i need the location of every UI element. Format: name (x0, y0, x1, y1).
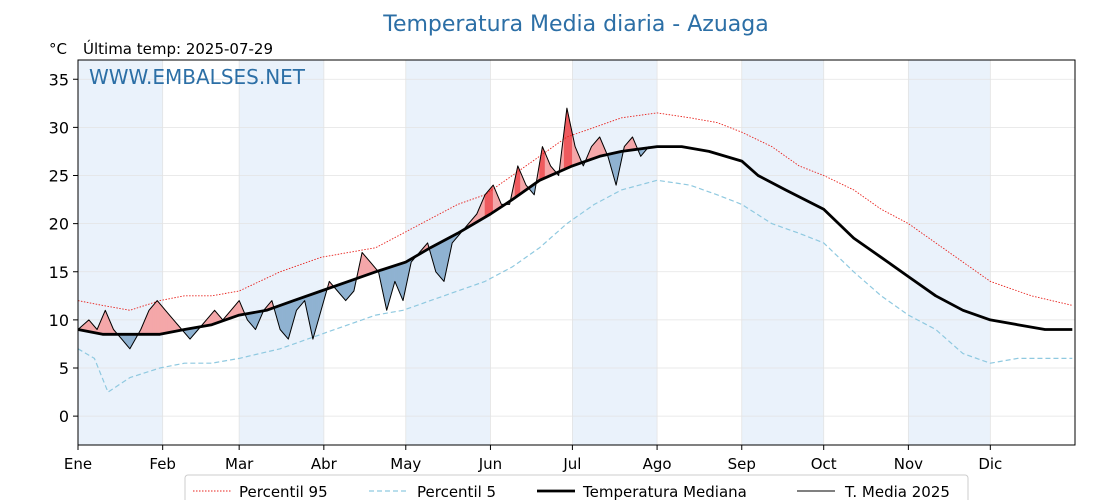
legend: Percentil 95 Percentil 5 Temperatura Med… (184, 474, 969, 500)
series-lines (77, 107, 1073, 393)
last-temp-label: Última temp: 2025-07-29 (83, 39, 273, 58)
chart-title: Temperatura Media diaria - Azuaga (382, 12, 768, 37)
y-tick-label: 5 (59, 359, 69, 378)
legend-label-p5: Percentil 5 (417, 483, 496, 500)
x-axis: Ene Feb Mar Abr May Jun Jul Ago Sep Oct Nov Dic (64, 445, 1002, 473)
anomaly-segment (162, 306, 166, 335)
x-tick-label: Ene (64, 455, 92, 473)
anomaly-segment (151, 302, 155, 335)
legend-box (184, 474, 969, 500)
y-unit-label: °C (49, 40, 67, 58)
y-axis: 0 5 10 15 20 25 30 35 (49, 70, 78, 426)
month-bands (78, 60, 991, 445)
x-tick-label: Abr (311, 455, 338, 473)
anomaly-segment (361, 251, 366, 278)
x-tick-label: Nov (894, 455, 923, 473)
y-tick-label: 35 (49, 70, 69, 89)
anomaly-segment (148, 306, 153, 335)
anomaly-segment (279, 304, 284, 334)
anomaly-segment (484, 190, 489, 218)
anomaly-segment (438, 241, 442, 280)
x-tick-label: Jul (562, 455, 581, 473)
y-tick-label: 0 (59, 407, 69, 426)
anomaly-segment (282, 303, 286, 337)
y-tick-label: 15 (49, 263, 69, 282)
legend-label-2025: T. Media 2025 (844, 483, 950, 500)
plot-frame (77, 59, 1076, 446)
month-band (741, 60, 824, 445)
anomaly-segment (440, 240, 445, 283)
line-percentil-5 (77, 179, 1073, 393)
legend-label-median: Temperatura Mediana (582, 483, 747, 500)
month-band (908, 60, 991, 445)
y-tick-label: 30 (49, 118, 69, 137)
x-tick-label: Dic (978, 455, 1002, 473)
x-tick-label: Feb (149, 455, 176, 473)
y-tick-label: 20 (49, 215, 69, 234)
x-tick-label: Ago (643, 455, 672, 473)
month-band (239, 60, 324, 445)
anomaly-segment (435, 242, 439, 276)
line-temperatura-mediana (77, 145, 1073, 336)
x-tick-label: Oct (811, 455, 837, 473)
month-band (78, 60, 163, 445)
legend-label-p95: Percentil 95 (239, 483, 328, 500)
y-tick-label: 10 (49, 311, 69, 330)
y-tick-label: 25 (49, 167, 69, 186)
x-tick-label: Mar (225, 455, 254, 473)
anomaly-segment (156, 299, 161, 335)
anomaly-segment (159, 303, 163, 335)
month-band (572, 60, 658, 445)
watermark: WWW.EMBALSES.NET (89, 65, 306, 89)
line-t-media-2025 (77, 107, 650, 350)
x-tick-label: Jun (478, 455, 502, 473)
anomaly-fills (77, 108, 650, 350)
anomaly-segment (285, 302, 289, 340)
x-tick-label: May (390, 455, 421, 473)
anomaly-segment (154, 299, 158, 335)
x-tick-label: Sep (728, 455, 756, 473)
